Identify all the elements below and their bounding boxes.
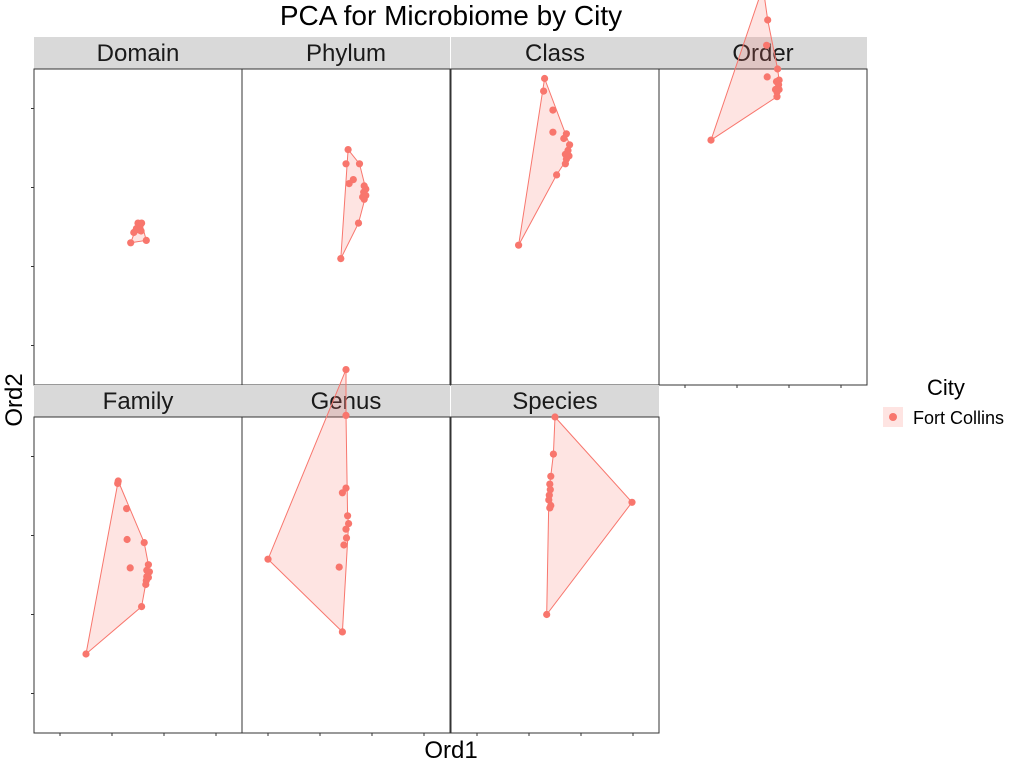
point-phylum-0 bbox=[344, 146, 352, 154]
point-domain-9 bbox=[127, 239, 135, 247]
point-family-11 bbox=[142, 580, 150, 589]
point-species-3 bbox=[546, 480, 554, 488]
point-domain-8 bbox=[142, 236, 150, 244]
point-order-4 bbox=[774, 65, 782, 73]
facet-label-order: Order bbox=[732, 40, 793, 67]
point-class-5 bbox=[560, 134, 568, 143]
point-species-10 bbox=[543, 610, 551, 619]
facet-strip-domain bbox=[34, 37, 242, 69]
point-family-2 bbox=[123, 505, 131, 513]
point-order-5 bbox=[763, 73, 771, 81]
point-class-6 bbox=[566, 141, 574, 149]
facet-strip-class bbox=[451, 37, 659, 69]
facet-label-class: Class bbox=[525, 40, 585, 67]
point-genus-4 bbox=[344, 512, 352, 520]
legend-label-fort-collins: Fort Collins bbox=[913, 408, 1004, 428]
facet-strip-family bbox=[34, 385, 242, 417]
legend-title: City bbox=[927, 375, 965, 400]
facet-class: Class bbox=[450, 37, 660, 386]
point-phylum-11 bbox=[354, 219, 363, 227]
facet-genus: Genus bbox=[241, 366, 451, 736]
point-phylum-10 bbox=[359, 193, 367, 201]
facet-strip-order bbox=[659, 37, 867, 69]
point-genus-10 bbox=[264, 555, 272, 563]
legend-key-point bbox=[889, 413, 897, 421]
point-genus-0 bbox=[342, 366, 350, 374]
y-axis-label: Ord2 bbox=[1, 373, 28, 426]
legend: City Fort Collins bbox=[883, 375, 1004, 428]
hull-family bbox=[85, 479, 150, 656]
point-species-6 bbox=[545, 496, 553, 504]
point-family-14 bbox=[82, 650, 90, 658]
point-species-2 bbox=[547, 472, 555, 480]
point-species-4 bbox=[546, 486, 554, 494]
point-species-0 bbox=[551, 413, 559, 421]
point-class-12 bbox=[553, 171, 561, 179]
point-class-2 bbox=[549, 106, 557, 114]
facet-label-family: Family bbox=[103, 388, 174, 415]
point-class-0 bbox=[541, 74, 549, 83]
facet-family: Family bbox=[31, 385, 243, 736]
point-family-4 bbox=[140, 539, 148, 547]
point-domain-6 bbox=[137, 227, 145, 235]
facet-species: Species bbox=[450, 385, 660, 736]
point-species-1 bbox=[549, 450, 558, 458]
point-phylum-2 bbox=[355, 160, 364, 168]
point-family-5 bbox=[144, 561, 152, 569]
facet-domain: Domain bbox=[31, 37, 243, 386]
facet-strip-phylum bbox=[242, 37, 450, 69]
point-order-2 bbox=[764, 16, 772, 24]
point-genus-6 bbox=[342, 525, 350, 533]
point-genus-1 bbox=[342, 411, 350, 419]
point-order-12 bbox=[773, 93, 781, 101]
point-genus-9 bbox=[335, 563, 343, 571]
point-class-3 bbox=[549, 128, 557, 136]
facet-label-domain: Domain bbox=[97, 40, 180, 67]
point-phylum-1 bbox=[342, 160, 350, 168]
point-order-3 bbox=[763, 41, 771, 49]
point-domain-7 bbox=[130, 228, 138, 237]
x-axis-label: Ord1 bbox=[424, 737, 477, 764]
hull-class bbox=[518, 76, 571, 246]
point-family-12 bbox=[126, 564, 134, 572]
point-class-1 bbox=[540, 87, 548, 95]
point-class-11 bbox=[561, 160, 570, 168]
point-species-9 bbox=[628, 498, 636, 506]
hull-species bbox=[546, 415, 633, 617]
panel-border-order bbox=[658, 68, 868, 386]
point-family-13 bbox=[138, 603, 146, 611]
facet-strip-species bbox=[451, 385, 659, 417]
facet-label-species: Species bbox=[512, 388, 597, 415]
point-genus-7 bbox=[342, 534, 351, 542]
point-species-8 bbox=[546, 504, 554, 512]
facet-order: Order bbox=[658, 0, 868, 388]
point-family-1 bbox=[114, 479, 122, 487]
facet-label-phylum: Phylum bbox=[306, 40, 386, 67]
point-phylum-12 bbox=[337, 255, 345, 263]
facet-panels: Domain Phylum Class Order Family Genus Species bbox=[31, 0, 868, 736]
facet-phylum: Phylum bbox=[241, 37, 451, 386]
point-genus-3 bbox=[338, 489, 346, 497]
point-genus-11 bbox=[338, 628, 346, 636]
point-phylum-4 bbox=[345, 180, 353, 188]
chart-title: PCA for Microbiome by City bbox=[280, 0, 622, 31]
point-class-13 bbox=[515, 241, 523, 249]
point-family-3 bbox=[123, 535, 131, 544]
point-genus-5 bbox=[345, 520, 353, 528]
point-order-13 bbox=[707, 136, 715, 144]
point-genus-8 bbox=[340, 541, 348, 549]
